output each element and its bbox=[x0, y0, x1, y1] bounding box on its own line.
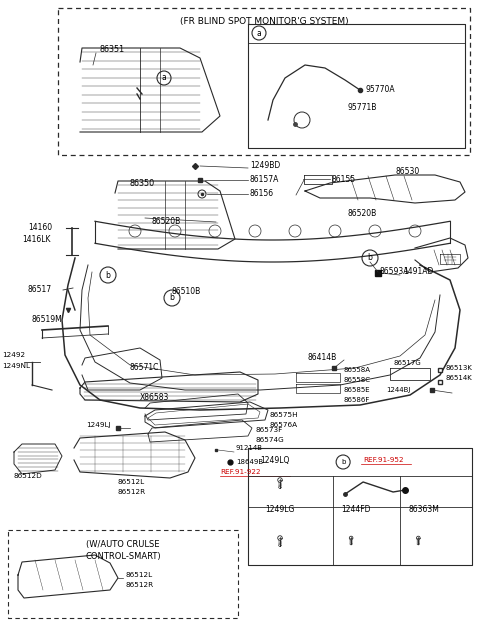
Text: 86512L: 86512L bbox=[118, 479, 145, 485]
Text: 86571C: 86571C bbox=[130, 364, 159, 372]
Text: REF.91-952: REF.91-952 bbox=[363, 457, 404, 463]
Text: a: a bbox=[162, 74, 167, 82]
Text: b: b bbox=[106, 270, 110, 279]
Text: X86583: X86583 bbox=[140, 394, 169, 403]
Text: 1244BJ: 1244BJ bbox=[386, 387, 410, 393]
Text: 86517: 86517 bbox=[28, 286, 52, 294]
Text: 86585E: 86585E bbox=[344, 387, 371, 393]
Text: 1491AD: 1491AD bbox=[403, 267, 433, 277]
Text: CONTROL-SMART): CONTROL-SMART) bbox=[85, 552, 161, 560]
Text: 86414B: 86414B bbox=[308, 352, 337, 362]
Text: 86519M: 86519M bbox=[32, 316, 63, 325]
Text: (FR BLIND SPOT MONITOR'G SYSTEM): (FR BLIND SPOT MONITOR'G SYSTEM) bbox=[180, 17, 348, 26]
Text: 12492: 12492 bbox=[2, 352, 25, 358]
Text: 86510B: 86510B bbox=[172, 287, 201, 296]
Text: 86586F: 86586F bbox=[344, 397, 371, 403]
Text: 86363M: 86363M bbox=[408, 506, 439, 515]
Text: 86520B: 86520B bbox=[348, 209, 377, 218]
Text: 86156: 86156 bbox=[250, 189, 274, 199]
Text: b: b bbox=[341, 459, 345, 465]
Text: 95771B: 95771B bbox=[348, 103, 377, 111]
Text: 86520B: 86520B bbox=[152, 218, 181, 226]
Text: b: b bbox=[169, 294, 174, 303]
Text: 1244FD: 1244FD bbox=[341, 506, 371, 515]
Text: 1249LG: 1249LG bbox=[265, 506, 294, 515]
Text: 86512L: 86512L bbox=[125, 572, 152, 578]
Text: (W/AUTO CRULSE: (W/AUTO CRULSE bbox=[86, 540, 160, 548]
Text: a: a bbox=[257, 28, 262, 38]
Text: 86558C: 86558C bbox=[344, 377, 371, 383]
Text: 1249BD: 1249BD bbox=[250, 160, 280, 169]
Text: 86157A: 86157A bbox=[250, 174, 279, 184]
Text: 86155: 86155 bbox=[332, 174, 356, 184]
Text: 95770A: 95770A bbox=[365, 86, 395, 94]
Text: 1249LJ: 1249LJ bbox=[86, 422, 110, 428]
Text: b: b bbox=[368, 253, 372, 262]
Text: 86351: 86351 bbox=[100, 45, 125, 53]
Text: 14160: 14160 bbox=[28, 223, 52, 233]
Text: 1416LK: 1416LK bbox=[22, 235, 50, 243]
Text: 86517G: 86517G bbox=[393, 360, 421, 366]
Text: 86574G: 86574G bbox=[256, 437, 285, 443]
Text: 86513K: 86513K bbox=[446, 365, 473, 371]
Text: 86593A: 86593A bbox=[380, 267, 409, 277]
Text: 86350: 86350 bbox=[130, 179, 155, 189]
Text: 1249NL: 1249NL bbox=[2, 363, 30, 369]
Text: 86575H: 86575H bbox=[270, 412, 299, 418]
Text: 18649B: 18649B bbox=[236, 459, 263, 465]
Text: 86514K: 86514K bbox=[446, 375, 473, 381]
Text: 86576A: 86576A bbox=[270, 422, 298, 428]
Text: 86573F: 86573F bbox=[256, 427, 283, 433]
Text: 91214B: 91214B bbox=[236, 445, 263, 451]
Text: 86512R: 86512R bbox=[118, 489, 146, 495]
Text: 86512R: 86512R bbox=[125, 582, 153, 588]
Text: 86558A: 86558A bbox=[344, 367, 371, 373]
Text: 86530: 86530 bbox=[395, 167, 419, 175]
Text: 86512D: 86512D bbox=[14, 473, 43, 479]
Text: 1249LQ: 1249LQ bbox=[260, 455, 289, 464]
Text: REF.91-922: REF.91-922 bbox=[220, 469, 261, 475]
